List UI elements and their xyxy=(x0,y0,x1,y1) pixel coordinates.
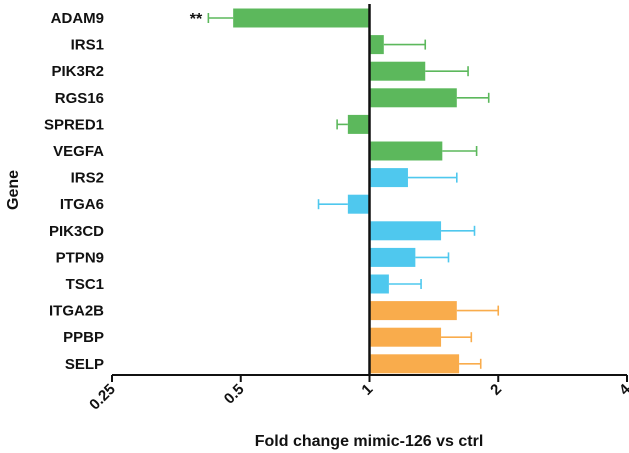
x-tick-label: 0.25 xyxy=(86,381,119,414)
x-tick-label: 0.5 xyxy=(221,381,248,408)
error-bars-layer xyxy=(207,13,500,369)
gene-label-tsc1: TSC1 xyxy=(66,276,104,293)
bar-ppbp xyxy=(369,327,442,347)
gene-label-ppbp: PPBP xyxy=(63,329,104,346)
gene-label-spred1: SPRED1 xyxy=(44,116,104,133)
gene-labels-layer: ADAM9 IRS1 PIK3R2 RGS16 SPRED1 VEGFA IRS2 ITGA6… xyxy=(44,10,104,373)
gene-label-pik3r2: PIK3R2 xyxy=(51,63,104,80)
x-tick-label: 2 xyxy=(487,381,505,399)
bar-irs1 xyxy=(369,35,384,55)
bar-selp xyxy=(369,354,460,374)
bar-itga2b xyxy=(369,301,457,321)
gene-label-pik3cd: PIK3CD xyxy=(49,223,104,240)
x-tick-label: 4 xyxy=(616,380,629,398)
y-axis-title: Gene xyxy=(5,170,22,210)
bar-ptpn9 xyxy=(369,247,416,267)
bars-layer xyxy=(233,8,460,374)
bar-spred1 xyxy=(347,114,370,134)
bar-tsc1 xyxy=(369,274,389,294)
bar-vegfa xyxy=(369,141,443,161)
x-axis-title: Fold change mimic-126 vs ctrl xyxy=(255,433,484,450)
annotations-layer: ** xyxy=(190,11,203,28)
gene-label-itga6: ITGA6 xyxy=(60,196,104,213)
gene-label-itga2b: ITGA2B xyxy=(49,303,104,320)
bar-adam9 xyxy=(233,8,370,28)
x-tick-label: 1 xyxy=(358,381,376,399)
gene-label-adam9: ADAM9 xyxy=(51,10,104,27)
bar-irs2 xyxy=(369,168,408,188)
gene-label-irs2: IRS2 xyxy=(71,170,104,187)
significance-marker: ** xyxy=(190,11,203,28)
gene-label-irs1: IRS1 xyxy=(71,37,104,54)
gene-label-selp: SELP xyxy=(65,356,104,373)
gene-label-vegfa: VEGFA xyxy=(53,143,104,160)
bar-pik3r2 xyxy=(369,61,426,81)
bar-itga6 xyxy=(347,194,370,214)
bar-rgs16 xyxy=(369,88,457,108)
gene-label-ptpn9: PTPN9 xyxy=(56,249,104,266)
gene-label-rgs16: RGS16 xyxy=(55,90,104,107)
bar-pik3cd xyxy=(369,221,442,241)
